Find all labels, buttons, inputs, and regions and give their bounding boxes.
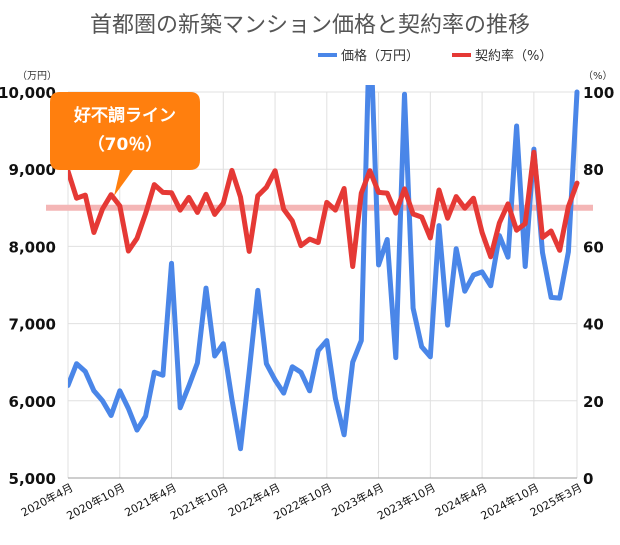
left-axis-unit: （万円） xyxy=(17,70,57,82)
x-axis: 2020年4月2020年10月2021年4月2021年10月2022年4月202… xyxy=(19,480,585,522)
x-tick-label: 2021年10月 xyxy=(168,480,231,522)
x-tick-label: 2020年10月 xyxy=(64,480,127,522)
series-line-price xyxy=(68,85,580,452)
series-line-rate xyxy=(68,149,580,269)
x-tick-label: 2022年10月 xyxy=(271,480,334,522)
y-right-tick-label: 40 xyxy=(583,316,604,334)
legend: 価格（万円） 契約率（%） xyxy=(318,48,552,64)
legend-label-price: 価格（万円） xyxy=(341,48,419,64)
y-left-tick-label: 8,000 xyxy=(9,238,56,256)
y-left-tick-label: 6,000 xyxy=(9,393,56,411)
y-left-tick-label: 9,000 xyxy=(9,161,56,179)
y-right-tick-label: 0 xyxy=(583,470,593,488)
series-group xyxy=(68,85,580,452)
annotation-callout: 好不調ライン （70％） xyxy=(50,92,200,196)
right-axis: 0 20 40 60 80 100 xyxy=(583,84,614,488)
y-left-tick-label: 7,000 xyxy=(9,316,56,334)
y-left-tick-label: 10,000 xyxy=(0,84,56,102)
y-right-tick-label: 20 xyxy=(583,393,604,411)
legend-label-rate: 契約率（%） xyxy=(475,48,552,64)
y-left-tick-label: 5,000 xyxy=(9,470,56,488)
callout-line1: 好不調ライン xyxy=(73,105,176,126)
left-axis: 5,000 6,000 7,000 8,000 9,000 10,000 xyxy=(0,84,56,488)
y-right-tick-label: 100 xyxy=(583,84,614,102)
right-axis-unit: （%） xyxy=(583,70,613,82)
x-tick-label: 2023年10月 xyxy=(375,480,438,522)
callout-bubble xyxy=(50,92,200,196)
chart-title: 首都圏の新築マンション価格と契約率の推移 xyxy=(90,13,530,38)
y-right-tick-label: 80 xyxy=(583,161,604,179)
callout-line2: （70％） xyxy=(88,134,163,155)
y-right-tick-label: 60 xyxy=(583,238,604,256)
